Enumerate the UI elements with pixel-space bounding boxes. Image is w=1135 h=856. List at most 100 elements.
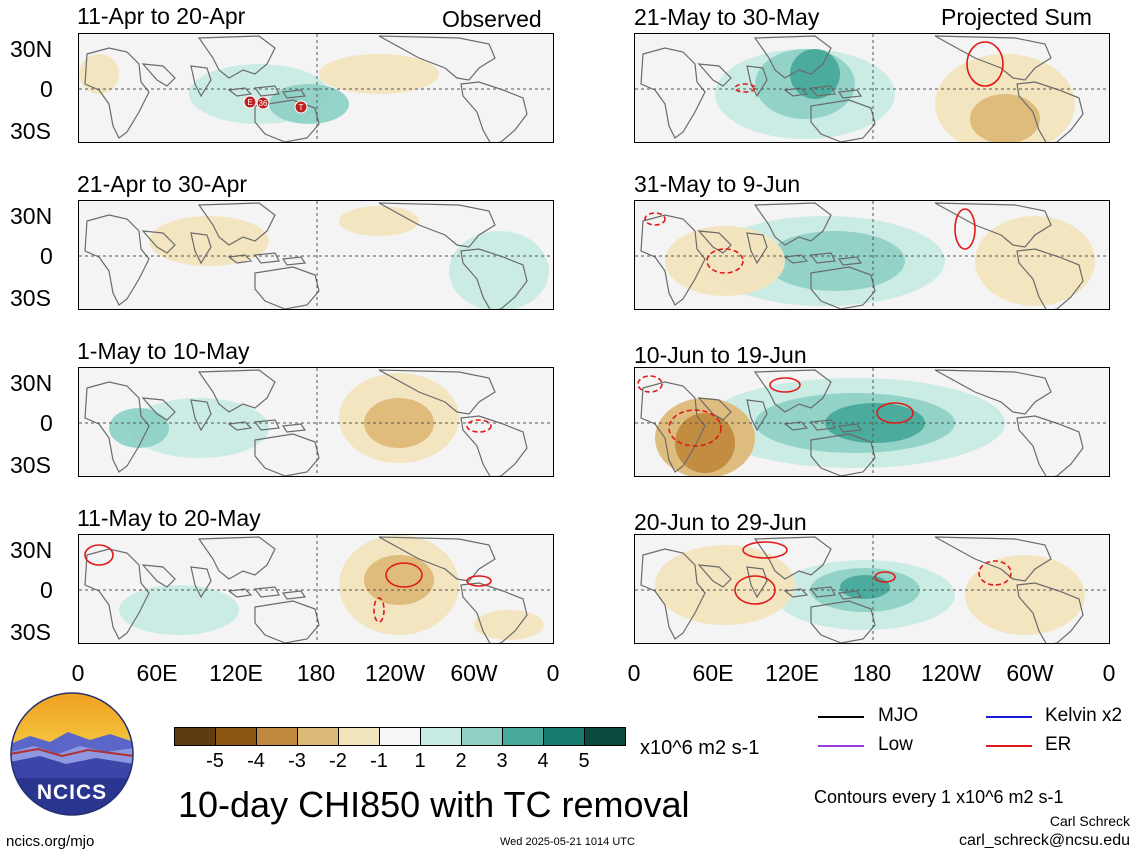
anomaly-shading <box>675 413 735 473</box>
lon-label: 120W <box>920 660 982 686</box>
coastline <box>254 600 320 643</box>
coastline <box>934 202 1052 248</box>
er-contour <box>966 41 1004 87</box>
er-contour <box>734 575 776 605</box>
coastline <box>783 252 863 266</box>
coastline <box>810 99 876 142</box>
map-svg <box>79 535 553 643</box>
legend-label-kelvin: Kelvin x2 <box>1045 705 1123 726</box>
coastline <box>934 369 1052 415</box>
coastline <box>227 586 307 600</box>
lon-label: 180 <box>852 660 892 686</box>
coastline <box>934 536 1052 582</box>
er-contour <box>874 571 896 583</box>
panel-title-5: 21-May to 30-May <box>634 4 820 30</box>
er-contour <box>644 212 666 226</box>
lat-label-30n: 30N <box>10 370 53 396</box>
map-svg <box>635 535 1109 643</box>
anomaly-shading <box>665 226 785 296</box>
map-svg <box>635 34 1109 142</box>
anomaly-shading <box>790 49 840 99</box>
coastline <box>460 81 528 142</box>
anomaly-shading <box>364 555 434 605</box>
lon-label: 0 <box>1102 660 1116 686</box>
projected-label: Projected Sum <box>941 4 1092 30</box>
website-link[interactable]: ncics.org/mjo <box>6 833 95 850</box>
er-contour <box>466 575 492 587</box>
anomaly-shading <box>840 575 890 599</box>
colorbar-swatch <box>543 727 585 746</box>
colorbar-tick-label: 3 <box>496 750 508 772</box>
map-svg <box>79 368 553 476</box>
coastline <box>783 85 863 99</box>
tc-marker-label: 36 <box>259 99 268 108</box>
author-name: Carl Schreck <box>1049 813 1130 829</box>
coastline <box>197 35 276 79</box>
anomaly-shading <box>474 610 544 640</box>
colorbar-units: x10^6 m2 s-1 <box>640 737 760 759</box>
lon-label: 0 <box>627 660 641 686</box>
coastline <box>934 35 1052 81</box>
map-panel-6 <box>634 200 1110 310</box>
colorbar-tick-label: 5 <box>578 750 590 772</box>
ncics-logo-text: NCICS <box>36 781 108 804</box>
lat-label-0: 0 <box>40 577 53 603</box>
er-contour <box>385 562 423 588</box>
colorbar-tick-label: 2 <box>455 750 467 772</box>
lat-label-30n: 30N <box>10 36 53 62</box>
legend-line-kelvin <box>986 716 1032 718</box>
tc-marker-label: E <box>247 98 252 107</box>
coastline <box>697 564 768 599</box>
map-svg <box>635 201 1109 309</box>
panel-title-6: 31-May to 9-Jun <box>634 171 801 197</box>
contour-note: Contours every 1 x10^6 m2 s-1 <box>814 787 1064 807</box>
er-contour <box>373 597 385 623</box>
coastline <box>783 586 863 600</box>
lon-label: 120W <box>364 660 426 686</box>
tc-marker-label: T <box>299 103 304 112</box>
coastline <box>227 85 307 99</box>
coastline <box>810 600 876 643</box>
anomaly-shading <box>449 231 549 309</box>
author-email[interactable]: carl_schreck@ncsu.edu <box>959 832 1130 849</box>
anomaly-shading <box>129 398 269 458</box>
panel-title-7: 10-Jun to 19-Jun <box>634 342 807 368</box>
lat-label-30n: 30N <box>10 537 53 563</box>
coastline <box>460 415 528 476</box>
anomaly-shading <box>269 84 349 124</box>
map-panel-8 <box>634 534 1110 644</box>
tc-marker: 36 <box>256 96 270 110</box>
map-svg: E 36 T <box>79 34 553 142</box>
coastline <box>84 548 150 640</box>
colorbar-swatch <box>584 727 626 746</box>
coastline <box>640 47 706 139</box>
lat-label-0: 0 <box>40 76 53 102</box>
er-contour <box>466 419 492 433</box>
lat-label-30s: 30S <box>10 452 51 478</box>
coastline <box>197 536 276 580</box>
legend-label-er: ER <box>1045 734 1072 755</box>
lon-label: 180 <box>296 660 336 686</box>
panel-title-8: 20-Jun to 29-Jun <box>634 509 807 535</box>
colorbar-tick-label: -3 <box>288 750 306 772</box>
anomaly-shading <box>119 585 239 635</box>
coastline <box>753 369 832 413</box>
coastline <box>810 266 876 309</box>
colorbar-tick-label: -4 <box>247 750 265 772</box>
tc-marker: E <box>243 95 257 109</box>
legend-line-mjo <box>818 716 864 718</box>
coastline <box>810 433 876 476</box>
anomaly-shading <box>965 555 1085 635</box>
coastline <box>84 381 150 473</box>
lon-label: 120E <box>765 660 819 686</box>
coastline <box>753 536 832 580</box>
legend-label-mjo: MJO <box>878 705 919 726</box>
coastline <box>254 266 320 309</box>
coastline <box>1016 415 1084 476</box>
anomaly-shading <box>109 408 169 448</box>
er-contour <box>742 541 788 559</box>
er-contour <box>668 409 722 447</box>
anomaly-shading <box>339 206 419 236</box>
panel-title-4: 11-May to 20-May <box>77 505 261 531</box>
legend-label-low: Low <box>878 734 913 755</box>
